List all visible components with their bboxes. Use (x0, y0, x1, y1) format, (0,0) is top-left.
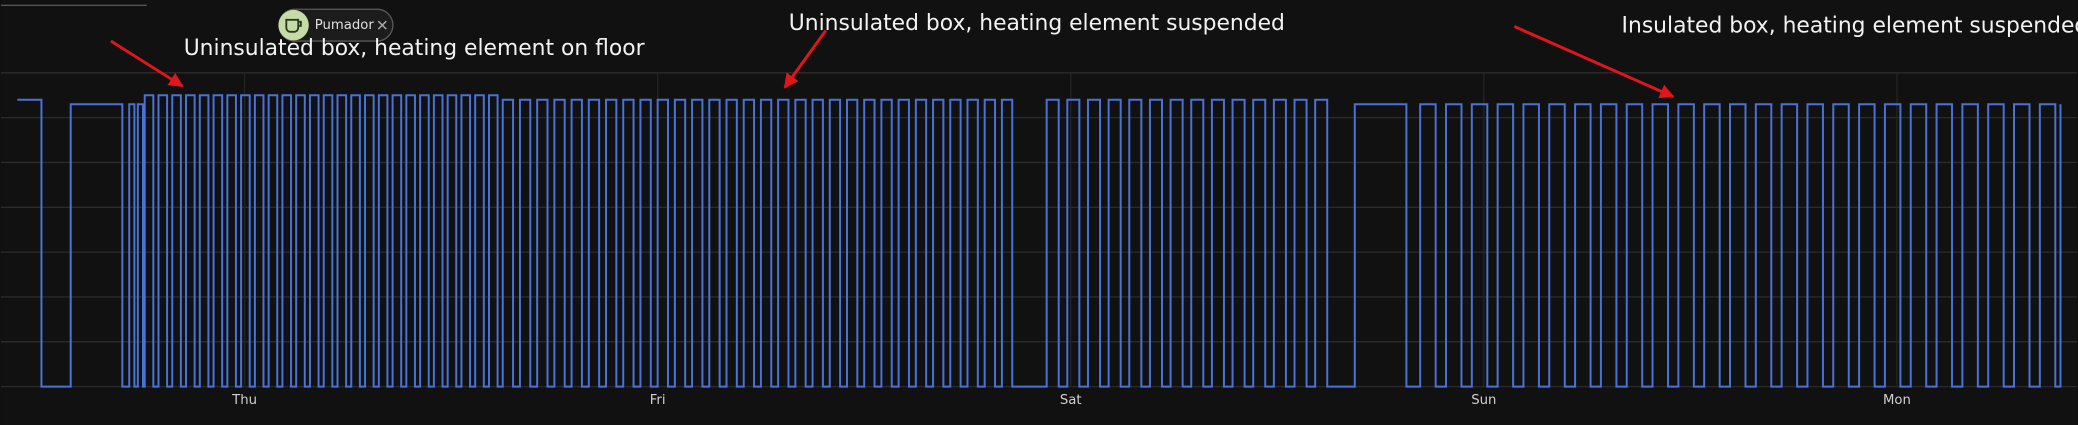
annotation-arrow (110, 39, 184, 88)
annotations: Uninsulated box, heating element on floo… (110, 11, 2078, 99)
legend-icon (278, 9, 309, 41)
x-tick-label: Mon (1883, 393, 1911, 408)
annotation-arrow (1513, 25, 1675, 99)
legend-label: Pumador (315, 18, 375, 33)
annotation: Uninsulated box, heating element on floo… (184, 36, 645, 61)
legend-icon-glyph (285, 18, 302, 33)
x-tick-label: Sun (1471, 393, 1496, 408)
series-line (17, 94, 2062, 388)
plot (17, 94, 2062, 388)
legend-item[interactable]: Pumador (278, 8, 394, 42)
x-tick-label: Fri (650, 393, 666, 408)
annotation-arrow (783, 29, 828, 89)
annotation: Uninsulated box, heating element suspend… (789, 11, 1285, 36)
annotation: Insulated box, heating element suspended (1622, 13, 2078, 38)
x-tick-label: Thu (231, 393, 257, 408)
legend-close[interactable] (377, 20, 387, 30)
x-tick-label: Sat (1060, 393, 1082, 408)
